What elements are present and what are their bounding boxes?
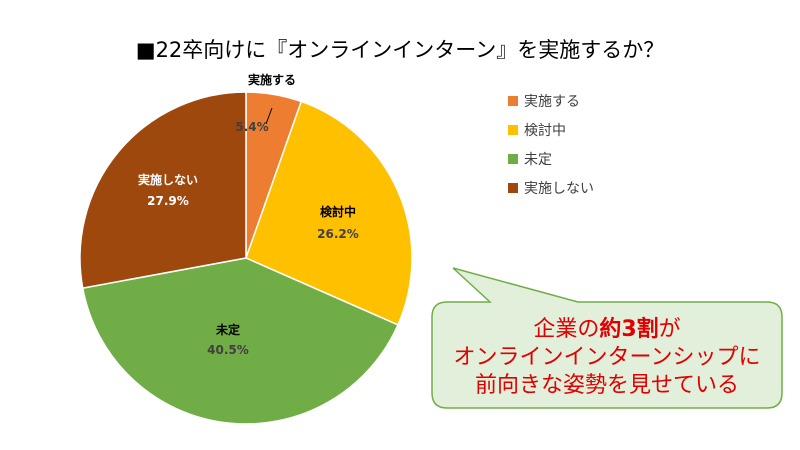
- legend-label: 実施しない: [524, 181, 594, 197]
- slice-value-label: 27.9%: [147, 194, 189, 208]
- leader-line: [265, 107, 273, 125]
- slice-label: 未定: [215, 322, 240, 337]
- slice-label: 実施する: [248, 72, 296, 87]
- slice-value-label: 5.4%: [235, 120, 268, 134]
- legend-swatch: [508, 125, 518, 135]
- slice-label: 検討中: [320, 204, 356, 219]
- legend-label: 未定: [524, 152, 552, 168]
- callout: 企業の約3割が オンラインインターンシップに 前向きな姿勢を見せている: [431, 267, 783, 409]
- legend-swatch: [508, 96, 518, 106]
- legend-label: 検討中: [524, 123, 566, 139]
- slice-value-label: 26.2%: [317, 227, 359, 241]
- slice-label: 実施しない: [138, 172, 198, 187]
- pie-slice-1: [245, 100, 413, 326]
- callout-line-1: 企業の約3割が: [533, 316, 680, 342]
- slice-value-label: 40.5%: [207, 343, 249, 357]
- callout-line-2: オンラインインターンシップに: [454, 345, 761, 370]
- pie-slice-3: [79, 91, 247, 289]
- pie-slice-2: [81, 257, 399, 425]
- callout-line-3: 前向きな姿勢を見せている: [475, 373, 739, 398]
- callout-bubble: [431, 267, 783, 409]
- chart-title: ■22卒向けに『オンラインインターン』を実施するか？: [136, 38, 665, 62]
- legend-swatch: [508, 183, 518, 193]
- legend-label: 実施する: [524, 94, 580, 110]
- legend-swatch: [508, 154, 518, 164]
